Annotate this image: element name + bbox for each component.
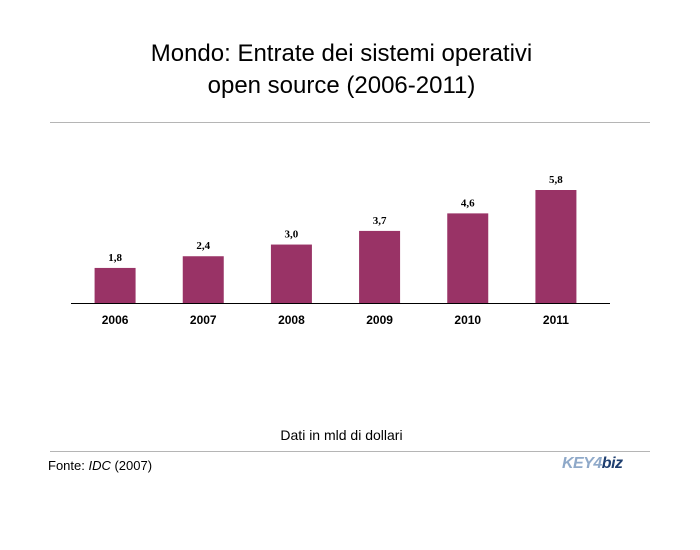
key4biz-logo: KEY4biz <box>562 455 623 472</box>
x-tick-2007: 2007 <box>190 313 217 327</box>
bottom-divider <box>50 451 650 452</box>
source-year: (2007) <box>110 458 153 473</box>
bar-2008 <box>270 244 312 303</box>
data-label-2008: 3,0 <box>285 229 299 241</box>
x-tick-2008: 2008 <box>278 313 305 327</box>
bar-2009 <box>359 230 401 303</box>
data-label-2006: 1,8 <box>108 252 122 264</box>
data-label-2007: 2,4 <box>196 240 210 252</box>
bar-2006 <box>94 267 136 303</box>
x-tick-2009: 2009 <box>366 313 393 327</box>
title-line-2: open source (2006-2011) <box>207 72 476 99</box>
bar-chart: 1,8 2006 2,4 2007 3,0 2008 3,7 2009 4,6 2010 5,8 20… <box>71 174 610 327</box>
data-label-2011: 5,8 <box>549 174 563 186</box>
title-line-1: Mondo: Entrate dei sistemi operativi <box>150 40 533 67</box>
units-note: Dati in mld di dollari <box>280 427 403 443</box>
source-name: IDC <box>88 458 111 473</box>
source-label: Fonte: <box>48 458 89 473</box>
source-note: Fonte: IDC (2007) <box>48 458 152 473</box>
x-tick-2006: 2006 <box>102 313 129 327</box>
x-tick-2010: 2010 <box>454 313 481 327</box>
data-label-2010: 4,6 <box>461 197 475 209</box>
top-divider <box>50 122 650 123</box>
x-tick-2011: 2011 <box>543 313 569 327</box>
bar-2011 <box>535 190 577 303</box>
chart-title: Mondo: Entrate dei sistemi operativi ope… <box>0 38 683 102</box>
bar-2007 <box>182 256 224 303</box>
bar-2010 <box>447 213 489 303</box>
data-label-2009: 3,7 <box>373 215 387 227</box>
